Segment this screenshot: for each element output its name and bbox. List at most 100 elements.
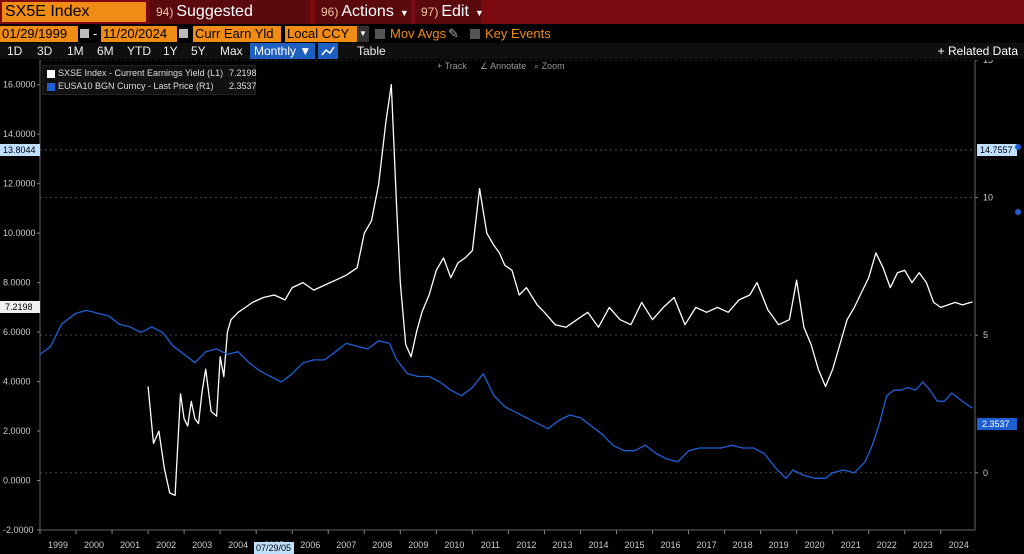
- x-tick-label: 2017: [697, 540, 717, 550]
- series-line-swap-rate: [39, 309, 973, 479]
- left-tick-label: 12.0000: [3, 179, 36, 189]
- left-crosshair-badge: [0, 144, 40, 156]
- x-tick-label: 2012: [516, 540, 536, 550]
- x-tick-label: 2011: [481, 540, 500, 550]
- x-tick-label: 2024: [949, 540, 969, 550]
- crosshair-icon: +: [437, 61, 443, 71]
- chart-area[interactable]: 16.0000 14.0000 12.0000 10.0000 8.0000 6.0000…: [0, 60, 1024, 554]
- x-tick-label: 2019: [769, 540, 789, 550]
- range-ytd[interactable]: YTD: [127, 44, 151, 58]
- left-tick-label: 10.0000: [3, 228, 36, 238]
- legend-label: EUSA10 BGN Curncy - Last Price (R1): [58, 81, 214, 91]
- x-tick-label: 2016: [661, 540, 681, 550]
- table-button[interactable]: Table: [357, 44, 386, 58]
- chevron-down-icon: ▼: [399, 8, 409, 18]
- right-last-badge: [977, 418, 1017, 430]
- end-date-field[interactable]: 11/20/2024: [101, 26, 177, 42]
- menu-label: Actions: [341, 3, 394, 20]
- range-3d[interactable]: 3D: [37, 44, 53, 58]
- suggested-charts-menu[interactable]: 94)Suggested Charts▼: [150, 0, 310, 44]
- mov-avgs-checkbox[interactable]: [375, 29, 385, 39]
- series-line-earnings-yield: [147, 84, 973, 497]
- x-tick-label: 2021: [841, 540, 861, 550]
- x-tick-label: 2015: [624, 540, 644, 550]
- range-1m[interactable]: 1M: [67, 44, 84, 58]
- actions-menu[interactable]: 96) Actions ▼: [315, 0, 411, 24]
- x-tick-label: 2020: [805, 540, 825, 550]
- x-tick-label: 2003: [192, 540, 212, 550]
- range-1d[interactable]: 1D: [7, 44, 23, 58]
- right-tick-label: 15: [983, 60, 993, 65]
- x-tick-label: 2014: [588, 540, 608, 550]
- mov-avgs-label[interactable]: Mov Avgs: [390, 26, 447, 41]
- legend-row-swap-rate[interactable]: EUSA10 BGN Curncy - Last Price (R1) 2.353…: [47, 80, 257, 93]
- pencil-icon[interactable]: ✎: [448, 26, 459, 41]
- right-crosshair-badge: [977, 144, 1017, 156]
- zoom-label: Zoom: [541, 61, 565, 71]
- x-tick-label: 1999: [48, 540, 68, 550]
- chart-background: [0, 60, 1024, 554]
- zoom-tool[interactable]: ⌕ Zoom: [534, 61, 565, 72]
- x-tick-label: 2007: [336, 540, 356, 550]
- series-lines: [39, 84, 973, 497]
- start-date-field[interactable]: 01/29/1999: [0, 26, 78, 42]
- right-crosshair-value: 14.7557: [980, 145, 1013, 155]
- left-tick-label: 2.0000: [3, 426, 31, 436]
- left-crosshair-value: 13.8044: [3, 145, 36, 155]
- legend-swatch: [47, 82, 55, 91]
- annotate-icon: ∠: [480, 61, 489, 71]
- right-tick-label: 10: [983, 193, 993, 203]
- left-tick-label: 16.0000: [3, 80, 36, 90]
- menu-label: Edit: [441, 3, 469, 20]
- x-axis-ticks: 1999200020012002200320042005200620072008…: [39, 530, 969, 550]
- x-tick-label: 2013: [552, 540, 572, 550]
- legend-label: SXSE Index - Current Earnings Yield (L1): [58, 68, 224, 78]
- right-edge-marker: [1015, 209, 1021, 215]
- related-data-button[interactable]: + Related Data: [937, 44, 1018, 58]
- line-chart-icon[interactable]: [318, 43, 338, 59]
- track-tool[interactable]: + Track: [437, 61, 467, 71]
- chevron-down-icon: ▼: [474, 8, 484, 18]
- menu-number: 94): [156, 5, 174, 19]
- zoom-icon: ⌕: [534, 61, 540, 71]
- x-tick-label: 2006: [300, 540, 320, 550]
- chevron-down-icon[interactable]: ▼: [357, 26, 369, 42]
- key-events-checkbox[interactable]: [470, 29, 480, 39]
- periodicity-select[interactable]: Monthly ▼: [250, 43, 316, 59]
- x-tick-label: 2002: [156, 540, 176, 550]
- legend-value: 2.3537: [229, 81, 257, 91]
- edit-menu[interactable]: 97) Edit ▼: [415, 0, 484, 24]
- x-cursor-badge: [254, 542, 294, 554]
- range-6m[interactable]: 6M: [97, 44, 114, 58]
- calendar-icon[interactable]: [179, 29, 188, 38]
- range-bar: [0, 43, 1024, 59]
- x-tick-label: 2001: [120, 540, 140, 550]
- x-tick-label: 2022: [877, 540, 897, 550]
- legend-row-earnings-yield[interactable]: SXSE Index - Current Earnings Yield (L1)…: [47, 67, 257, 80]
- range-max[interactable]: Max: [220, 44, 243, 58]
- x-tick-label: 2004: [228, 540, 248, 550]
- range-5y[interactable]: 5Y: [191, 44, 206, 58]
- ticker-field[interactable]: SX5E Index: [2, 2, 146, 22]
- currency-field-select[interactable]: Local CCY: [285, 26, 357, 42]
- right-edge-marker: [1015, 144, 1021, 150]
- chart-grid: [40, 60, 975, 474]
- calendar-icon[interactable]: [80, 29, 89, 38]
- left-last-badge: [0, 301, 40, 313]
- x-tick-label: 2023: [913, 540, 933, 550]
- x-tick-label: 2018: [733, 540, 753, 550]
- menu-number: 96): [321, 5, 339, 19]
- right-last-value: 2.3537: [982, 419, 1010, 429]
- legend-value: 7.2198: [229, 68, 257, 78]
- left-tick-label: 8.0000: [3, 278, 31, 288]
- data-field-select[interactable]: Curr Earn Yld: [193, 26, 281, 42]
- key-events-label[interactable]: Key Events: [485, 26, 551, 41]
- x-cursor-value: 07/29/05: [256, 543, 291, 553]
- range-1y[interactable]: 1Y: [163, 44, 178, 58]
- track-label: Track: [444, 61, 467, 71]
- x-tick-label: 2009: [408, 540, 428, 550]
- legend-swatch: [47, 69, 55, 78]
- annotate-tool[interactable]: ∠ Annotate: [480, 61, 526, 72]
- chart-legend: SXSE Index - Current Earnings Yield (L1)…: [42, 65, 257, 95]
- right-tick-label: 5: [983, 330, 988, 340]
